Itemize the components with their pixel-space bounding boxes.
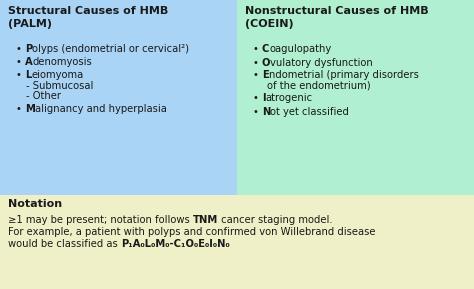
Text: N: N (262, 107, 270, 117)
Text: olyps (endometrial or cervical²): olyps (endometrial or cervical²) (32, 44, 189, 54)
Text: •: • (16, 44, 25, 54)
Text: alignancy and hyperplasia: alignancy and hyperplasia (35, 104, 167, 114)
Text: O: O (262, 58, 271, 68)
Text: - Submucosal: - Submucosal (26, 81, 93, 91)
Text: •: • (253, 107, 262, 117)
Text: atrogenic: atrogenic (265, 93, 313, 103)
Text: C: C (262, 44, 269, 54)
Text: L: L (25, 70, 31, 80)
Text: •: • (253, 58, 262, 68)
Text: P₁A₀L₀M₀-C₁O₀E₀I₀N₀: P₁A₀L₀M₀-C₁O₀E₀I₀N₀ (121, 239, 229, 249)
Text: TNM: TNM (193, 215, 218, 225)
Text: denomyosis: denomyosis (33, 57, 92, 67)
Text: •: • (253, 70, 262, 80)
Text: •: • (16, 57, 25, 67)
Text: would be classified as: would be classified as (8, 239, 121, 249)
Text: E: E (262, 70, 269, 80)
Text: For example, a patient with polyps and confirmed von Willebrand disease: For example, a patient with polyps and c… (8, 227, 375, 237)
Text: P: P (25, 44, 32, 54)
Text: •: • (16, 70, 25, 80)
Text: oagulopathy: oagulopathy (269, 44, 332, 54)
Text: - Other: - Other (26, 91, 61, 101)
Text: M: M (25, 104, 35, 114)
Text: A: A (25, 57, 33, 67)
Text: (PALM): (PALM) (8, 19, 52, 29)
Text: Notation: Notation (8, 199, 62, 209)
Text: ndometrial (primary disorders: ndometrial (primary disorders (269, 70, 419, 80)
Text: vulatory dysfunction: vulatory dysfunction (271, 58, 373, 68)
Text: Structural Causes of HMB: Structural Causes of HMB (8, 6, 168, 16)
Bar (0, 0, 237, 195)
Text: Nonstructural Causes of HMB: Nonstructural Causes of HMB (245, 6, 428, 16)
Text: cancer staging model.: cancer staging model. (218, 215, 333, 225)
Text: I: I (262, 93, 265, 103)
Text: of the endometrium): of the endometrium) (267, 81, 371, 91)
Text: (COEIN): (COEIN) (245, 19, 293, 29)
Text: •: • (253, 93, 262, 103)
Text: ≥1 may be present; notation follows: ≥1 may be present; notation follows (8, 215, 193, 225)
Bar (237, 0, 474, 195)
Text: •: • (253, 44, 262, 54)
Text: eiomyoma: eiomyoma (31, 70, 83, 80)
Text: ot yet classified: ot yet classified (270, 107, 349, 117)
Text: •: • (16, 104, 25, 114)
